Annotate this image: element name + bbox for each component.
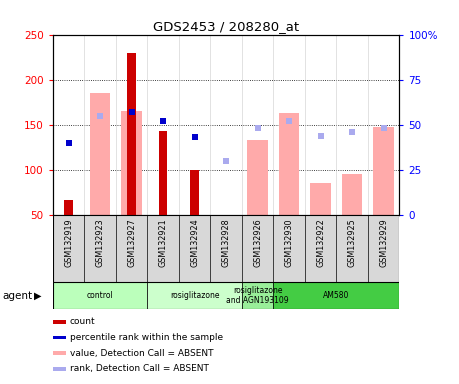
Bar [53,320,66,324]
Bar [127,53,136,215]
Bar [147,282,242,309]
Text: GSM132924: GSM132924 [190,218,199,267]
Bar [64,200,73,215]
Text: GSM132925: GSM132925 [347,218,357,267]
Bar [279,113,299,215]
Bar [373,127,394,215]
Bar [53,282,147,309]
Bar [342,174,362,215]
Bar [53,367,66,371]
Bar [53,351,66,355]
Text: ▶: ▶ [34,291,41,301]
Bar [159,131,168,215]
Bar [242,282,273,309]
Bar [273,282,399,309]
Text: GSM132926: GSM132926 [253,218,262,267]
Text: GSM132922: GSM132922 [316,218,325,267]
Text: rosiglitazone
and AGN193109: rosiglitazone and AGN193109 [226,286,289,305]
Text: percentile rank within the sample: percentile rank within the sample [70,333,223,342]
Bar [190,170,199,215]
Text: GSM132928: GSM132928 [222,218,230,267]
Text: GSM132923: GSM132923 [95,218,105,267]
Bar [53,336,66,339]
Title: GDS2453 / 208280_at: GDS2453 / 208280_at [153,20,299,33]
Text: GSM132921: GSM132921 [158,218,168,267]
Bar [247,140,268,215]
Text: GSM132927: GSM132927 [127,218,136,267]
Text: GSM132930: GSM132930 [285,218,294,267]
Text: GSM132919: GSM132919 [64,218,73,267]
Text: rosiglitazone: rosiglitazone [170,291,219,300]
Text: value, Detection Call = ABSENT: value, Detection Call = ABSENT [70,349,213,358]
Bar [310,184,331,215]
Text: rank, Detection Call = ABSENT: rank, Detection Call = ABSENT [70,364,209,373]
Text: agent: agent [2,291,33,301]
Text: count: count [70,318,95,326]
Text: control: control [87,291,113,300]
Text: GSM132929: GSM132929 [379,218,388,267]
Bar [121,111,142,215]
Text: AM580: AM580 [323,291,349,300]
Bar [90,93,110,215]
